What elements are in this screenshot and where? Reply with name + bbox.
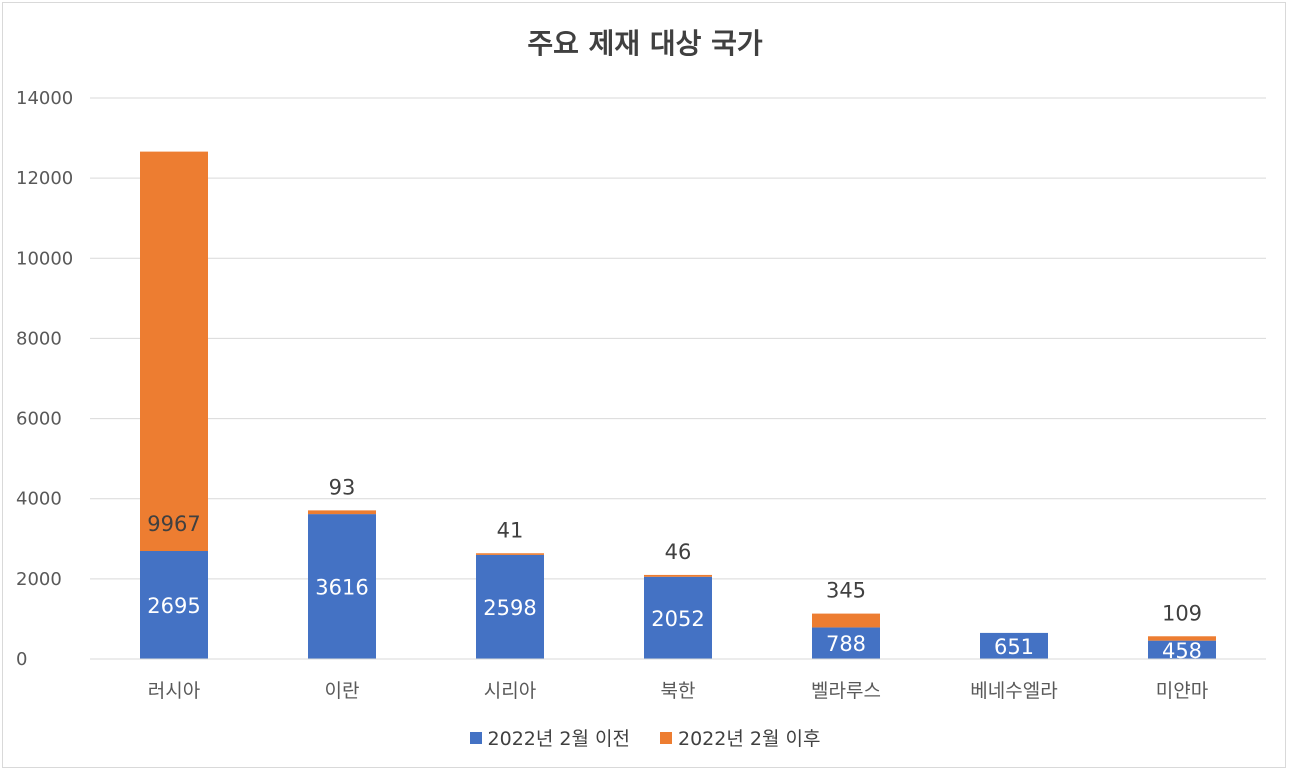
legend: 2022년 2월 이전 2022년 2월 이후 [0,724,1290,751]
y-tick-label: 12000 [16,168,73,189]
x-tick-label: 벨라루스 [811,680,881,702]
legend-item-before: 2022년 2월 이전 [469,724,630,751]
bar-before [476,554,544,659]
bar-after [1148,636,1216,641]
y-tick-label: 2000 [16,569,62,590]
y-tick-label: 6000 [16,409,62,430]
legend-label-after: 2022년 2월 이후 [678,728,821,750]
bar-after [476,553,544,555]
chart-title: 주요 제재 대상 국가 [527,27,763,60]
data-label-after: 9967 [147,512,200,536]
data-label-before: 788 [826,632,866,656]
y-tick-label: 14000 [16,88,73,109]
bar-before [644,576,712,659]
bar-after [644,574,712,577]
x-tick-label: 이란 [325,680,360,702]
x-tick-label: 베네수엘라 [970,680,1057,702]
data-label-before: 2695 [147,594,200,618]
x-tick-label: 시리아 [484,680,536,702]
bar-before [140,551,208,659]
data-label-after: 109 [1162,601,1202,625]
x-tick-label: 북한 [661,680,696,702]
x-tick-label: 러시아 [148,680,200,702]
x-tick-label: 미얀마 [1156,680,1208,702]
bar-after [140,151,208,552]
legend-swatch-before [469,731,482,744]
legend-label-before: 2022년 2월 이전 [487,728,630,750]
data-label-before: 3616 [315,576,368,600]
y-tick-label: 8000 [16,328,62,349]
data-label-after: 46 [665,540,692,564]
legend-swatch-after [660,731,672,744]
data-label-before: 651 [994,635,1034,659]
data-label-before: 2052 [651,607,704,631]
bar-before [1148,640,1216,659]
bar-before [308,514,376,659]
bar-before [980,632,1048,659]
data-label-after: 93 [329,475,356,499]
bar-after [812,613,880,628]
data-label-after: 345 [826,579,866,603]
y-tick-label: 4000 [16,489,62,510]
legend-item-after: 2022년 2월 이후 [660,724,820,751]
y-tick-label: 10000 [16,248,73,269]
data-label-before: 2598 [483,596,536,620]
bar-before [812,627,880,659]
y-tick-label: 0 [16,649,27,670]
data-label-after: 41 [497,518,524,542]
bar-after [308,510,376,515]
